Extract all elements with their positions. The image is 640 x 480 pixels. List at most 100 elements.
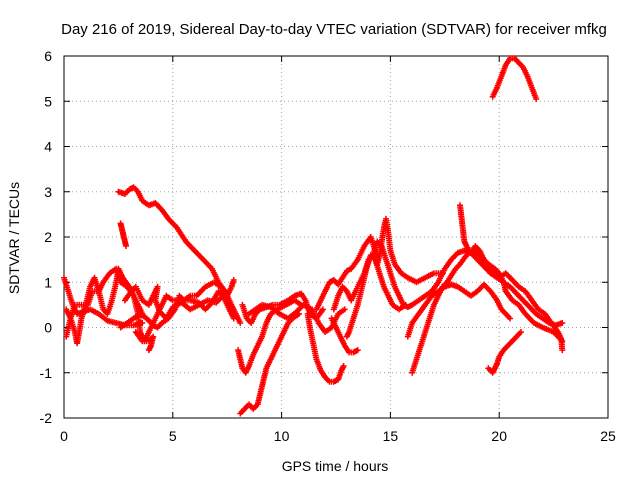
data-point — [230, 315, 237, 322]
data-point — [533, 95, 540, 102]
data-marker-run — [350, 347, 360, 356]
data-marker-run — [338, 364, 346, 374]
data-marker-run — [481, 256, 490, 266]
data-marker-run — [285, 294, 296, 304]
data-marker-run — [409, 358, 419, 376]
data-marker-run — [452, 262, 462, 272]
data-marker-run — [500, 344, 510, 354]
data-marker-run — [489, 86, 500, 100]
data-marker-run — [328, 315, 339, 329]
data-marker-run — [448, 251, 460, 263]
data-marker-run — [409, 298, 421, 308]
data-marker-run — [242, 364, 252, 376]
data-marker-run — [415, 303, 428, 317]
data-marker-run — [404, 321, 415, 340]
data-point — [559, 338, 566, 345]
data-marker-run — [65, 288, 76, 306]
data-marker-run — [158, 206, 171, 221]
data-marker-run — [163, 306, 175, 322]
data-marker-run — [211, 279, 222, 289]
series-track-19 — [404, 281, 514, 340]
y-tick-label: -2 — [40, 410, 53, 426]
data-marker-run — [150, 322, 160, 330]
data-marker-run — [333, 324, 343, 338]
data-marker-run — [491, 362, 500, 372]
data-marker-run — [476, 247, 487, 261]
data-marker-run — [78, 301, 89, 308]
data-point — [139, 319, 146, 326]
data-marker-run — [139, 197, 151, 208]
data-marker-run — [289, 312, 301, 322]
data-marker-run — [187, 292, 198, 299]
data-marker-run — [256, 385, 265, 399]
data-marker-run — [154, 321, 164, 331]
data-marker-run — [313, 356, 323, 372]
data-point — [123, 243, 130, 250]
data-marker-run — [398, 270, 410, 280]
data-marker-run — [348, 258, 360, 272]
data-marker-run — [415, 294, 427, 304]
data-marker-run — [496, 270, 506, 284]
data-marker-run — [106, 266, 118, 277]
x-tick-label: 5 — [169, 428, 177, 444]
data-marker-run — [117, 321, 129, 331]
data-marker-run — [187, 302, 201, 313]
data-marker-run — [263, 312, 273, 326]
data-marker-run — [413, 275, 427, 286]
data-marker-run — [252, 303, 264, 313]
y-tick-label: 3 — [44, 184, 52, 200]
data-marker-run — [317, 367, 327, 379]
data-point — [559, 347, 566, 354]
data-marker-run — [522, 288, 534, 302]
data-marker-run — [491, 265, 501, 275]
data-marker-run — [145, 294, 156, 308]
series-track-16 — [328, 315, 361, 356]
data-marker-run — [89, 288, 100, 295]
data-marker-run — [326, 277, 336, 286]
data-marker-run — [254, 335, 265, 349]
data-marker-run — [409, 312, 421, 326]
series-track-17 — [343, 252, 409, 340]
data-marker-run — [124, 316, 135, 326]
data-marker-run — [117, 220, 125, 230]
data-point — [219, 292, 226, 299]
data-point — [559, 319, 566, 326]
data-marker-run — [385, 229, 394, 252]
data-marker-run — [535, 306, 547, 316]
data-marker-run — [422, 289, 434, 299]
data-marker-run — [457, 253, 469, 268]
data-marker-run — [430, 294, 441, 308]
data-marker-run — [250, 402, 260, 412]
data-point — [145, 347, 152, 354]
data-marker-run — [117, 279, 129, 289]
data-marker-run — [444, 274, 454, 286]
data-marker-run — [241, 402, 251, 412]
data-marker-run — [335, 276, 345, 288]
data-marker-run — [191, 247, 205, 262]
data-marker-run — [343, 330, 352, 340]
data-marker-run — [132, 329, 145, 343]
data-marker-run — [143, 315, 155, 327]
data-marker-run — [213, 294, 225, 306]
data-marker-run — [226, 297, 238, 315]
y-tick-label: 6 — [44, 48, 52, 64]
data-marker-run — [391, 283, 402, 297]
data-marker-run — [283, 298, 296, 308]
series-track-21 — [485, 329, 524, 376]
data-marker-run — [108, 281, 119, 304]
data-marker-run — [322, 281, 332, 295]
data-marker-run — [520, 64, 530, 78]
data-marker-run — [267, 348, 278, 363]
data-marker-run — [239, 301, 250, 320]
data-marker-run — [239, 365, 248, 375]
data-marker-run — [483, 263, 495, 275]
data-marker-run — [502, 288, 515, 302]
series-track-7 — [121, 283, 226, 322]
data-marker-run — [61, 274, 71, 293]
data-marker-run — [428, 289, 440, 299]
data-marker-run — [461, 238, 469, 248]
data-marker-run — [163, 292, 175, 303]
data-marker-run — [502, 270, 514, 282]
data-marker-run — [380, 283, 391, 297]
